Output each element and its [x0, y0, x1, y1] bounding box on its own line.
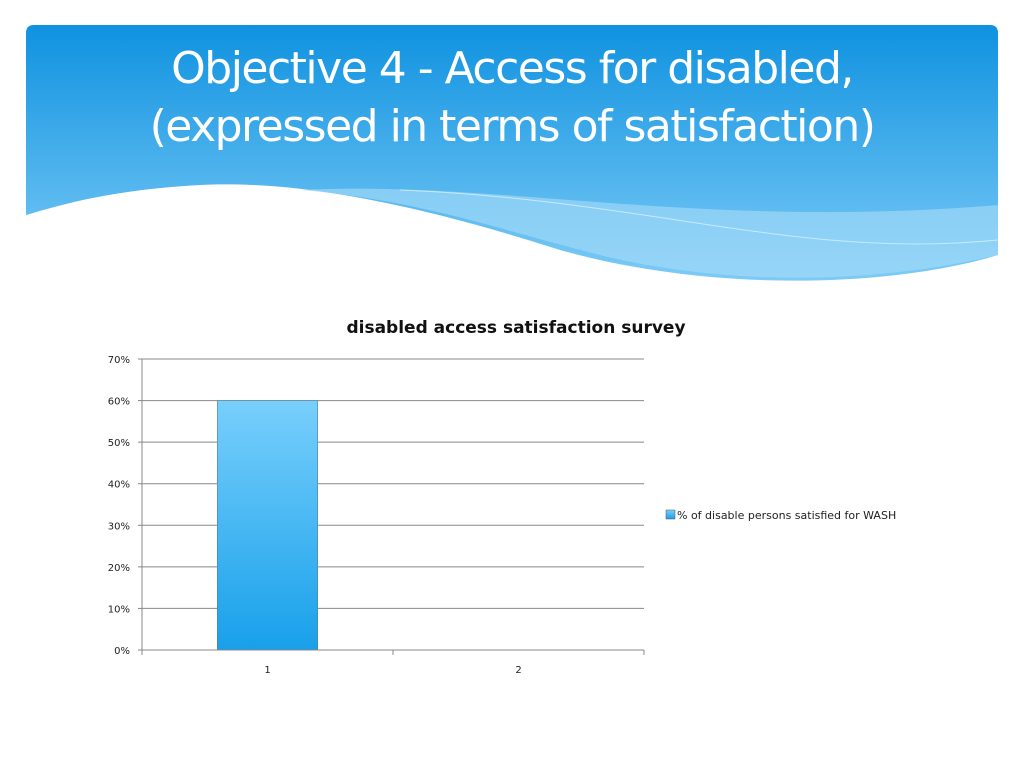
- slide-title: Objective 4 - Access for disabled, (expr…: [26, 40, 998, 156]
- chart-title: disabled access satisfaction survey: [346, 318, 685, 338]
- x-tick-label: 2: [515, 665, 521, 676]
- legend-swatch: [665, 509, 676, 520]
- y-tick-label: 10%: [108, 604, 130, 615]
- x-tick-label: 1: [264, 665, 270, 676]
- y-tick-label: 30%: [108, 521, 130, 532]
- y-tick-label: 20%: [108, 563, 130, 574]
- title-line-1: Objective 4 - Access for disabled,: [171, 43, 854, 94]
- y-tick-label: 70%: [108, 355, 130, 366]
- slide-header: Objective 4 - Access for disabled, (expr…: [0, 0, 1024, 300]
- y-tick-label: 0%: [114, 646, 130, 657]
- y-tick-label: 40%: [108, 480, 130, 491]
- legend-label: % of disable persons satisfied for WASH: [677, 509, 896, 522]
- header-wave-background: [26, 25, 999, 281]
- y-tick-label: 60%: [108, 397, 130, 408]
- title-line-2: (expressed in terms of satisfaction): [149, 101, 876, 152]
- bar-category-1: [217, 400, 319, 651]
- y-tick-label: 50%: [108, 438, 130, 449]
- legend: % of disable persons satisfied for WASH: [665, 509, 896, 522]
